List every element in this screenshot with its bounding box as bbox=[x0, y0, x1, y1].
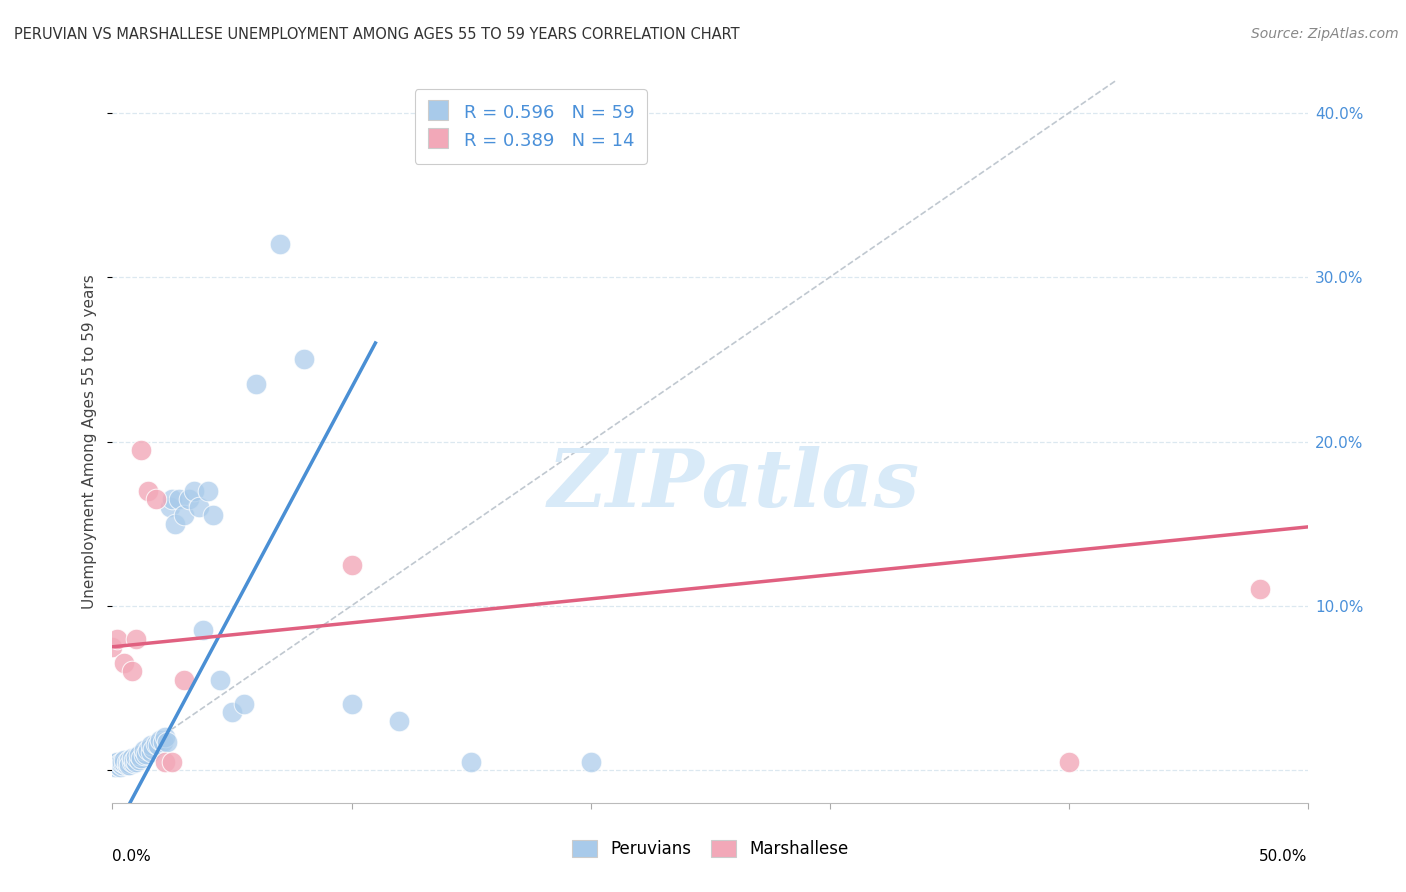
Point bbox=[132, 743, 155, 757]
Text: 50.0%: 50.0% bbox=[1260, 849, 1308, 863]
Point bbox=[121, 751, 143, 765]
Point bbox=[105, 758, 128, 772]
Point bbox=[340, 698, 363, 712]
Point bbox=[201, 508, 224, 523]
Point bbox=[105, 755, 128, 769]
Point bbox=[269, 237, 291, 252]
Point bbox=[125, 632, 148, 646]
Point bbox=[108, 760, 131, 774]
Point bbox=[114, 657, 135, 671]
Point bbox=[101, 640, 124, 654]
Point bbox=[139, 739, 162, 753]
Text: Source: ZipAtlas.com: Source: ZipAtlas.com bbox=[1251, 27, 1399, 41]
Point bbox=[145, 491, 167, 506]
Point bbox=[101, 758, 124, 772]
Point bbox=[292, 352, 315, 367]
Point bbox=[125, 755, 148, 769]
Point bbox=[111, 758, 134, 772]
Point bbox=[114, 753, 135, 767]
Point bbox=[187, 500, 209, 515]
Point bbox=[245, 377, 267, 392]
Text: ZIPatlas: ZIPatlas bbox=[548, 446, 920, 524]
Point bbox=[108, 756, 131, 771]
Point bbox=[152, 735, 174, 749]
Point bbox=[118, 753, 141, 767]
Point bbox=[149, 733, 172, 747]
Point bbox=[115, 758, 138, 772]
Point bbox=[118, 756, 141, 771]
Point bbox=[129, 751, 152, 765]
Point bbox=[104, 760, 127, 774]
Point bbox=[129, 442, 152, 457]
Point bbox=[159, 500, 181, 515]
Point bbox=[163, 516, 186, 531]
Point bbox=[169, 491, 191, 506]
Point bbox=[173, 508, 195, 523]
Point bbox=[128, 753, 150, 767]
Point bbox=[115, 755, 138, 769]
Point bbox=[177, 491, 200, 506]
Point bbox=[209, 673, 232, 687]
Point bbox=[138, 743, 160, 757]
Point bbox=[460, 755, 482, 769]
Point bbox=[388, 714, 411, 728]
Point bbox=[221, 706, 243, 720]
Point bbox=[197, 483, 219, 498]
Point bbox=[1249, 582, 1271, 597]
Legend: Peruvians, Marshallese: Peruvians, Marshallese bbox=[564, 832, 856, 867]
Point bbox=[114, 756, 135, 771]
Point bbox=[118, 758, 141, 772]
Point bbox=[193, 624, 215, 638]
Point bbox=[135, 747, 157, 761]
Point bbox=[1057, 755, 1080, 769]
Point bbox=[121, 665, 143, 679]
Point bbox=[139, 745, 162, 759]
Point bbox=[128, 748, 150, 763]
Point bbox=[145, 737, 167, 751]
Point bbox=[153, 730, 176, 744]
Y-axis label: Unemployment Among Ages 55 to 59 years: Unemployment Among Ages 55 to 59 years bbox=[82, 274, 97, 609]
Text: 0.0%: 0.0% bbox=[112, 849, 152, 863]
Point bbox=[138, 483, 160, 498]
Point bbox=[132, 748, 155, 763]
Point bbox=[111, 755, 134, 769]
Text: PERUVIAN VS MARSHALLESE UNEMPLOYMENT AMONG AGES 55 TO 59 YEARS CORRELATION CHART: PERUVIAN VS MARSHALLESE UNEMPLOYMENT AMO… bbox=[14, 27, 740, 42]
Point bbox=[104, 756, 127, 771]
Point bbox=[156, 735, 179, 749]
Point bbox=[121, 755, 143, 769]
Point bbox=[340, 558, 363, 572]
Point bbox=[122, 756, 145, 771]
Point bbox=[162, 755, 183, 769]
Point bbox=[146, 739, 169, 753]
Point bbox=[105, 632, 128, 646]
Point bbox=[153, 755, 176, 769]
Point bbox=[142, 741, 165, 756]
Point bbox=[233, 698, 256, 712]
Point bbox=[183, 483, 205, 498]
Point bbox=[122, 753, 145, 767]
Point bbox=[173, 673, 195, 687]
Point bbox=[125, 749, 148, 764]
Point bbox=[579, 755, 602, 769]
Point bbox=[162, 491, 183, 506]
